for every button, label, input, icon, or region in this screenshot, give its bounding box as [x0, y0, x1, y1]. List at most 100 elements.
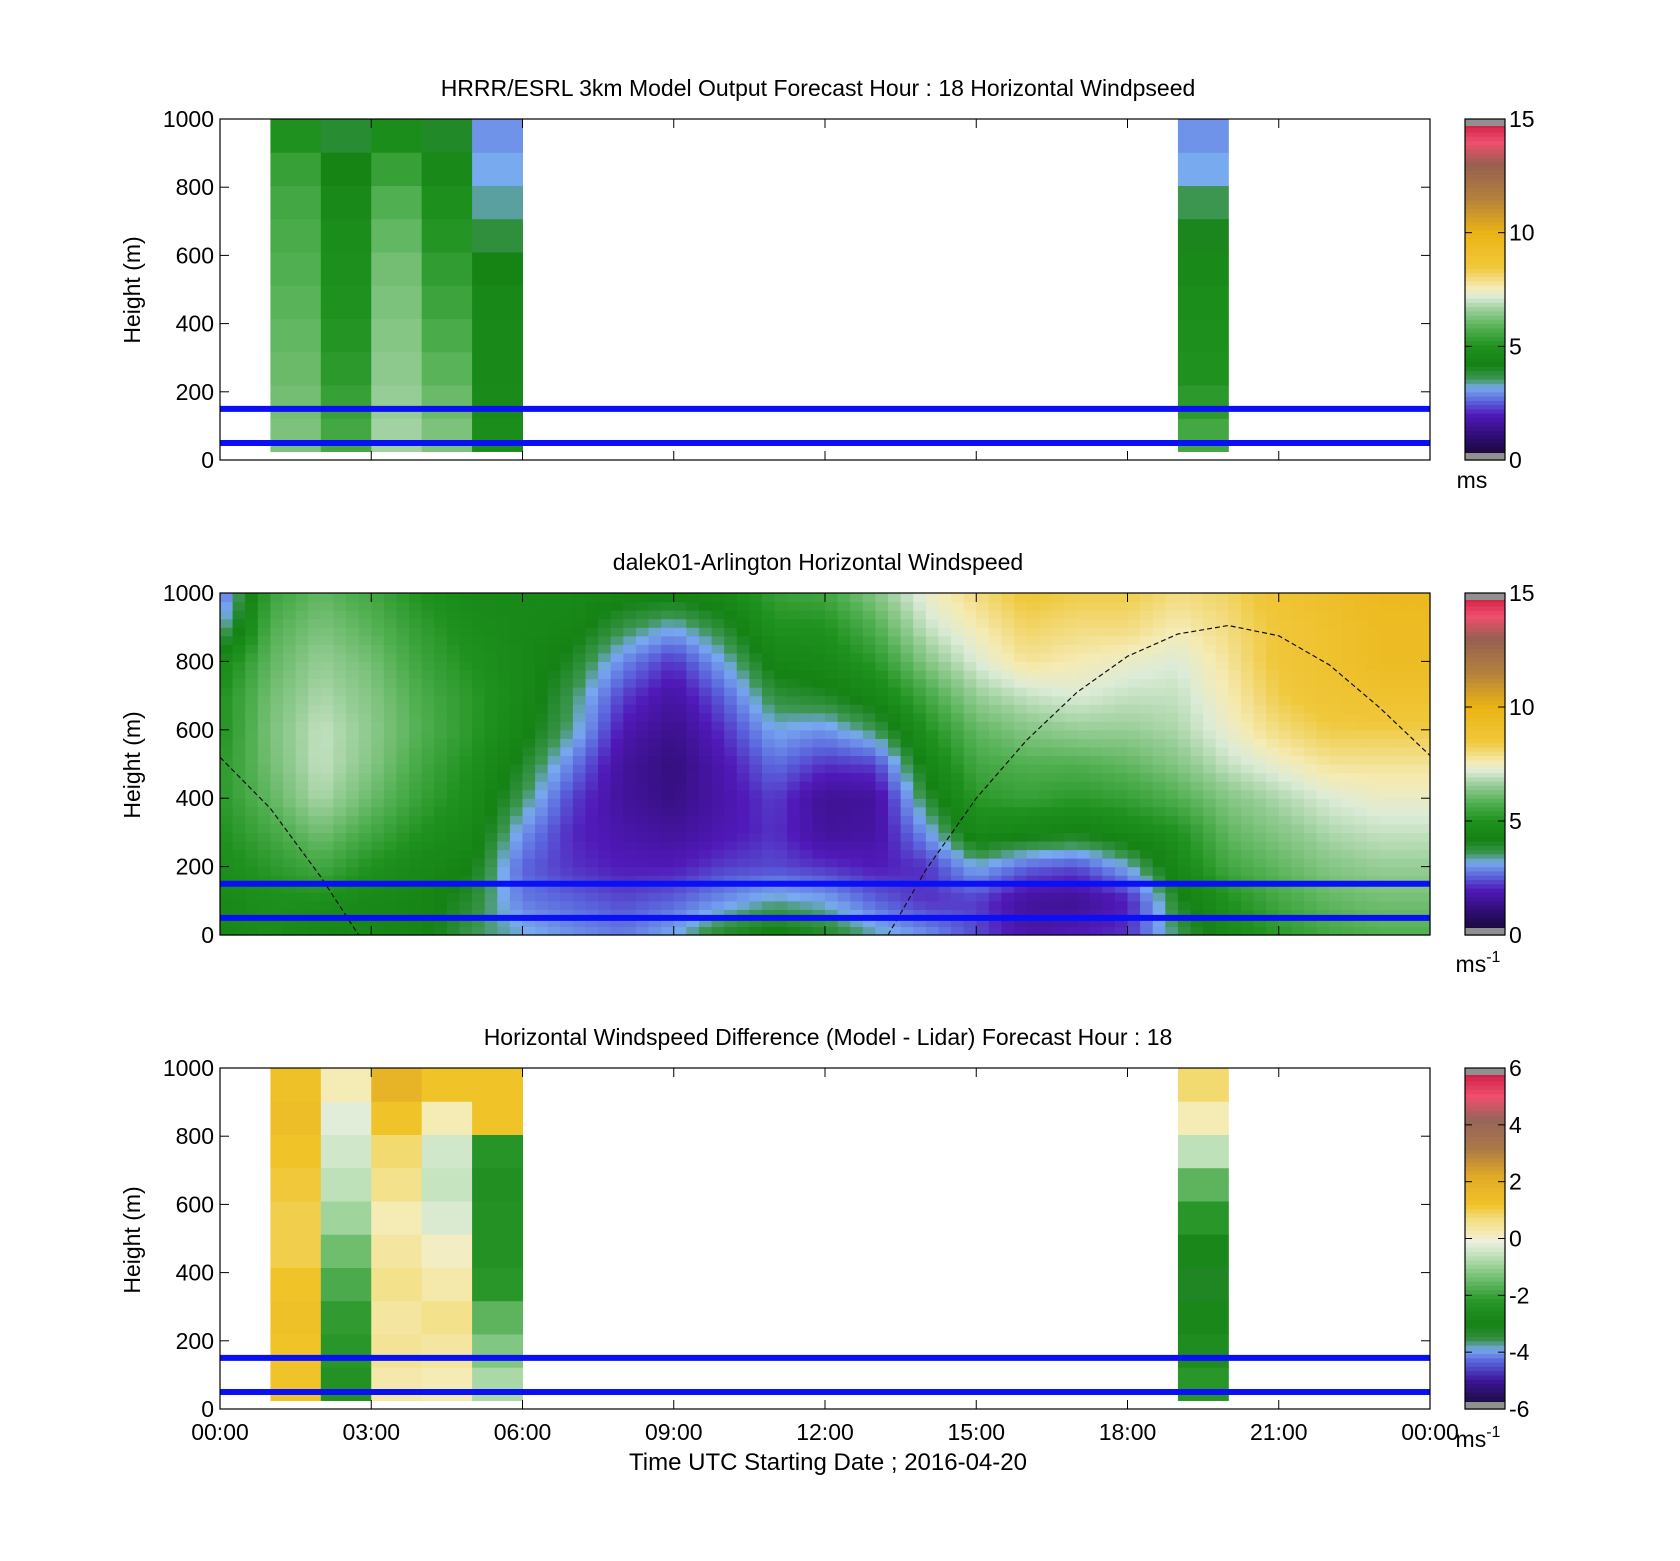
heatmap-cell	[837, 781, 851, 791]
heatmap-cell	[396, 618, 410, 628]
heatmap-cell	[812, 755, 826, 765]
heatmap-cell	[1014, 661, 1028, 671]
heatmap-cell	[358, 635, 372, 645]
heatmap-cell	[988, 738, 1003, 748]
heatmap-cell	[295, 593, 309, 603]
heatmap-cell	[1291, 661, 1305, 671]
heatmap-cell	[724, 823, 738, 833]
colorbar-segment	[1465, 853, 1505, 859]
heatmap-cell	[346, 678, 360, 688]
heatmap-cell	[812, 832, 826, 842]
heatmap-cell	[1014, 695, 1028, 705]
heatmap-cell	[1177, 1367, 1229, 1401]
heatmap-cell	[1014, 729, 1028, 739]
heatmap-cell	[686, 917, 700, 928]
heatmap-cell	[434, 704, 448, 714]
heatmap-cell	[1203, 832, 1217, 842]
heatmap-cell	[245, 764, 259, 774]
heatmap-cell	[761, 781, 776, 791]
heatmap-cell	[1379, 644, 1393, 654]
heatmap-cell	[1177, 798, 1192, 808]
heatmap-cell	[547, 627, 561, 637]
heatmap-cell	[648, 712, 662, 722]
heatmap-cell	[383, 781, 398, 791]
heatmap-cell	[736, 858, 750, 868]
heatmap-cell	[232, 909, 246, 919]
colorbar-segment	[1465, 1234, 1505, 1240]
heatmap-cell	[472, 152, 523, 186]
colorbar-segment	[1465, 644, 1505, 650]
heatmap-cell	[736, 669, 750, 680]
heatmap-cell	[1077, 738, 1091, 748]
heatmap-cell	[560, 900, 574, 910]
heatmap-cell	[661, 917, 675, 928]
heatmap-cell	[1064, 644, 1078, 654]
colorbar-segment	[1465, 229, 1505, 235]
heatmap-cell	[1190, 669, 1204, 680]
heatmap-cell	[1127, 610, 1141, 620]
heatmap-cell	[320, 644, 335, 654]
heatmap-cell	[1077, 866, 1091, 876]
heatmap-cell	[1064, 755, 1078, 765]
heatmap-cell	[220, 764, 234, 774]
heatmap-cell	[1077, 815, 1091, 825]
heatmap-cell	[825, 755, 839, 765]
heatmap-cell	[1291, 823, 1305, 833]
heatmap-cell	[850, 678, 864, 688]
heatmap-cell	[472, 1367, 523, 1401]
colorbar-segment	[1465, 383, 1505, 389]
colorbar-segment	[1465, 870, 1505, 876]
heatmap-cell	[686, 746, 700, 757]
heatmap-cell	[346, 781, 360, 791]
heatmap-cell	[560, 729, 574, 739]
heatmap-cell	[1203, 823, 1217, 833]
heatmap-cell	[900, 823, 914, 833]
heatmap-cell	[661, 661, 675, 671]
heatmap-cell	[774, 652, 788, 662]
colorbar-segment	[1465, 1302, 1505, 1308]
heatmap-cell	[333, 832, 347, 842]
heatmap-cell	[799, 652, 813, 662]
heatmap-cell	[1165, 738, 1179, 748]
heatmap-cell	[472, 926, 486, 936]
heatmap-cell	[1404, 815, 1418, 825]
heatmap-cell	[888, 618, 902, 628]
heatmap-cell	[1291, 678, 1305, 688]
heatmap-cell	[396, 909, 410, 919]
heatmap-cell	[825, 721, 839, 731]
heatmap-cell	[1215, 593, 1229, 603]
heatmap-cell	[270, 823, 284, 833]
heatmap-cell	[951, 695, 965, 705]
heatmap-cell	[270, 152, 322, 186]
heatmap-cell	[686, 883, 700, 893]
heatmap-cell	[560, 832, 574, 842]
heatmap-cell	[572, 764, 587, 774]
heatmap-cell	[421, 1300, 473, 1335]
heatmap-cell	[976, 601, 990, 611]
colorbar-segment	[1465, 708, 1505, 714]
heatmap-cell	[459, 866, 473, 876]
heatmap-cell	[232, 729, 246, 739]
heatmap-cell	[1026, 618, 1040, 628]
heatmap-cell	[1240, 644, 1255, 654]
heatmap-cell	[850, 669, 864, 680]
heatmap-cell	[938, 909, 952, 919]
heatmap-cell	[749, 610, 763, 620]
heatmap-cell	[1114, 781, 1129, 791]
heatmap-cell	[1014, 755, 1028, 765]
heatmap-cell	[1354, 729, 1368, 739]
heatmap-cell	[913, 866, 927, 876]
heatmap-cell	[1165, 823, 1179, 833]
colorbar-segment	[1465, 391, 1505, 397]
heatmap-cell	[787, 772, 801, 782]
heatmap-cell	[1417, 815, 1431, 825]
heatmap-cell	[1253, 772, 1267, 782]
heatmap-cell	[383, 866, 398, 876]
heatmap-cell	[383, 627, 398, 637]
colorbar-segment	[1465, 1383, 1505, 1389]
heatmap-cell	[220, 798, 234, 808]
y-tick-label: 0	[201, 922, 214, 948]
heatmap-cell	[812, 678, 826, 688]
heatmap-cell	[371, 806, 385, 816]
heatmap-cell	[988, 917, 1003, 928]
